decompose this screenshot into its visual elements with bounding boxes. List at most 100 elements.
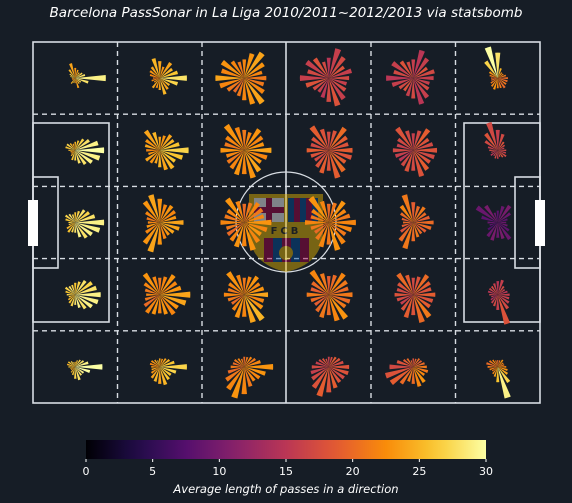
sonar-wedge: [310, 294, 329, 303]
sonar-wedge: [159, 281, 178, 295]
sonar-wedge: [487, 221, 498, 224]
sonar-wedge: [143, 294, 160, 308]
sonar-wedge: [497, 150, 504, 158]
sonar-wedge: [328, 366, 345, 380]
sonar-wedge: [486, 362, 498, 367]
sonar-wedge: [244, 142, 265, 151]
sonar-wedge: [315, 222, 329, 241]
sonar-wedge: [413, 69, 435, 79]
sonar-wedge: [244, 150, 262, 164]
sonar-wedge: [315, 294, 329, 313]
sonar-wedge: [497, 78, 508, 83]
sonar-wedge: [236, 274, 245, 295]
sonar-wedge: [159, 366, 170, 381]
sonar-wedge: [158, 61, 162, 79]
sonar-wedge: [71, 284, 76, 295]
sonar-wedge: [492, 359, 498, 367]
sonar-wedge: [159, 135, 166, 151]
sonar-cell-0-4: [66, 359, 103, 381]
sonar-wedge: [225, 197, 245, 223]
sonar-wedge: [220, 59, 245, 79]
sonar-wedge: [75, 366, 91, 374]
sonar-wedge: [242, 78, 247, 101]
sonar-wedge: [497, 73, 504, 79]
sonar-wedge: [413, 287, 432, 295]
sonar-wedge: [149, 70, 160, 79]
sonar-wedge: [413, 66, 428, 79]
sonar-wedge: [328, 294, 340, 322]
sonar-wedge: [328, 272, 346, 295]
sonar-wedge: [145, 138, 160, 151]
sonar-wedge: [158, 136, 162, 151]
sonar-wedge: [328, 68, 353, 79]
sonar-wedge: [328, 200, 346, 223]
sonar-wedge: [75, 150, 81, 164]
sonar-wedge: [226, 150, 245, 164]
sonar-wedge: [244, 150, 268, 160]
sonar-wedge: [159, 294, 187, 306]
sonar-wedge: [75, 69, 79, 79]
sonar-wedge: [413, 276, 421, 295]
sonar-wedge: [70, 150, 76, 153]
sonar-wedge: [488, 71, 498, 79]
sonar-wedge: [148, 150, 160, 156]
sonar-wedge: [398, 150, 414, 162]
sonar-wedge: [489, 366, 498, 371]
sonar-wedge: [486, 122, 498, 151]
sonar-wedge: [159, 294, 179, 310]
sonar-wedge: [413, 150, 430, 171]
sonar-cell-3-1: [306, 125, 353, 179]
badge-lower-stripe: [291, 238, 300, 262]
sonar-wedge: [495, 52, 501, 79]
sonar-wedge: [328, 364, 350, 369]
sonar-wedge: [404, 150, 414, 172]
sonar-wedge: [231, 366, 245, 399]
sonar-wedge: [401, 194, 414, 223]
sonar-wedge: [74, 282, 77, 295]
sonar-wedge: [75, 78, 80, 84]
sonar-wedge: [491, 78, 498, 81]
sonar-wedge: [244, 135, 264, 151]
sonar-wedge: [159, 358, 171, 367]
sonar-wedge: [75, 219, 105, 226]
sonar-wedge: [144, 144, 160, 151]
sonar-wedge: [413, 358, 417, 367]
sonar-wedge: [413, 137, 430, 151]
sonar-wedge: [151, 366, 160, 368]
sonar-cell-2-0: [215, 51, 267, 105]
sonar-wedge: [328, 202, 337, 223]
sonar-wedge: [74, 222, 77, 233]
sonar-wedge: [244, 150, 256, 179]
sonar-wedge: [225, 222, 245, 231]
sonar-wedge: [328, 286, 349, 295]
sonar-wedge: [328, 150, 341, 179]
sonar-wedge: [75, 211, 90, 223]
sonar-wedge: [492, 294, 498, 307]
sonar-wedge: [497, 205, 505, 223]
sonar-wedge: [497, 133, 505, 151]
sonar-wedge: [234, 127, 245, 151]
sonar-wedge: [413, 281, 431, 295]
sonar-wedge: [244, 356, 249, 367]
sonar-wedge: [66, 222, 76, 230]
sonar-wedge: [152, 276, 160, 295]
sonar-wedge: [75, 140, 80, 151]
colorbar-tick-label: 0: [83, 465, 90, 478]
sonar-wedge: [490, 150, 498, 156]
sonar-wedge: [396, 294, 414, 302]
sonar-wedge: [475, 205, 498, 223]
sonar-wedge: [497, 78, 506, 89]
sonar-wedge: [72, 143, 76, 151]
sonar-wedge: [159, 78, 167, 95]
sonar-wedge: [413, 294, 431, 309]
sonar-wedge: [400, 212, 414, 223]
sonar-wedge: [413, 358, 421, 367]
sonar-wedge: [400, 294, 414, 305]
sonar-wedge: [234, 294, 245, 318]
sonar-wedge: [399, 204, 414, 223]
sonar-wedge: [328, 279, 348, 295]
sonar-wedge: [314, 294, 329, 307]
sonar-wedge: [70, 366, 76, 373]
sonar-wedge: [413, 366, 425, 376]
sonar-wedge: [328, 65, 345, 79]
